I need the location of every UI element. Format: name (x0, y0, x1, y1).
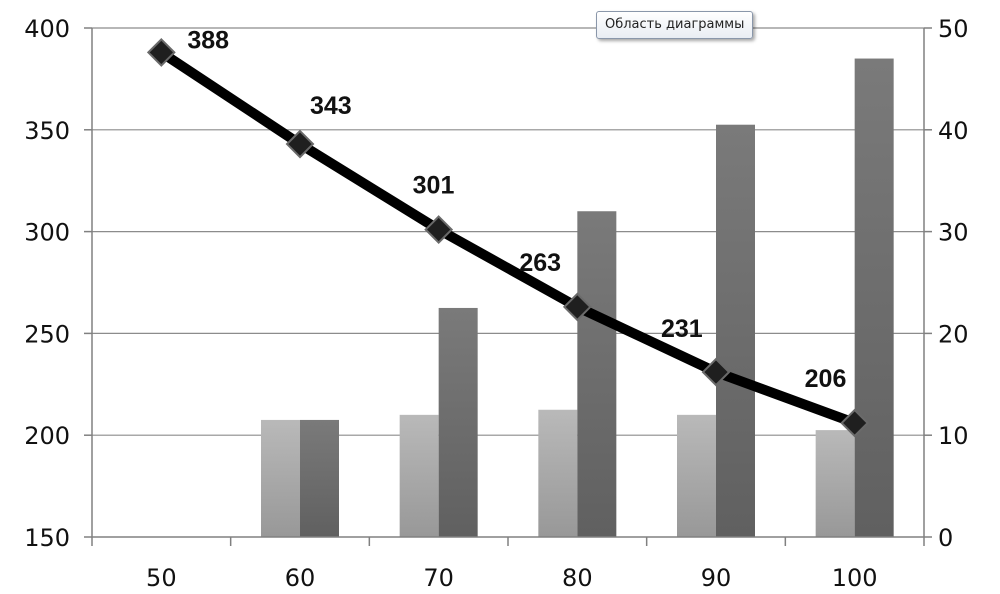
x-tick-label: 80 (562, 564, 593, 592)
bar (538, 409, 578, 537)
x-tick-label: 70 (423, 564, 454, 592)
line-marker (562, 292, 592, 322)
y-left-tick-label: 300 (24, 219, 70, 247)
gridlines (92, 27, 924, 436)
y-right-tick-label: 50 (938, 15, 969, 43)
data-label: 343 (310, 92, 352, 120)
bars (261, 58, 894, 538)
y-left-tick-label: 150 (24, 524, 70, 552)
line-marker (424, 215, 454, 244)
chart-area-tooltip: Область диаграммы (596, 11, 754, 39)
bar (300, 419, 339, 537)
bar (716, 124, 755, 538)
line-marker (840, 408, 870, 438)
x-tick-label: 100 (832, 564, 878, 592)
data-label: 206 (805, 365, 847, 393)
y-right-tick-label: 0 (938, 524, 953, 552)
data-label: 388 (187, 26, 229, 54)
bar (399, 414, 439, 537)
y-left-tick-label: 350 (24, 117, 70, 145)
y-left-tick-label: 250 (24, 320, 70, 348)
bar (677, 414, 716, 537)
bar (577, 211, 617, 538)
y-right-tick-label: 10 (938, 422, 969, 450)
data-label: 231 (661, 315, 703, 343)
y-right-tick-label: 30 (938, 219, 969, 247)
data-label: 301 (413, 172, 455, 200)
bar (815, 430, 855, 537)
labels: 150 200 250 300 350 400 0 10 20 30 40 50 50 60 70 80 90 1… (24, 15, 968, 592)
bar (854, 58, 894, 537)
bar (261, 419, 300, 537)
y-left-tick-label: 200 (24, 422, 70, 450)
bar (438, 307, 478, 537)
y-right-tick-label: 20 (938, 320, 969, 348)
y-left-tick-label: 400 (24, 15, 70, 43)
line-marker (701, 357, 731, 387)
line-marker (285, 129, 315, 159)
line-path (156, 47, 860, 428)
line-series (146, 38, 870, 438)
x-tick-label: 90 (701, 564, 732, 592)
data-label: 263 (519, 249, 561, 277)
x-tick-label: 60 (285, 564, 316, 592)
y-right-tick-label: 40 (938, 117, 969, 145)
x-tick-label: 50 (146, 564, 177, 592)
line-marker (146, 38, 176, 67)
axes (84, 27, 932, 546)
